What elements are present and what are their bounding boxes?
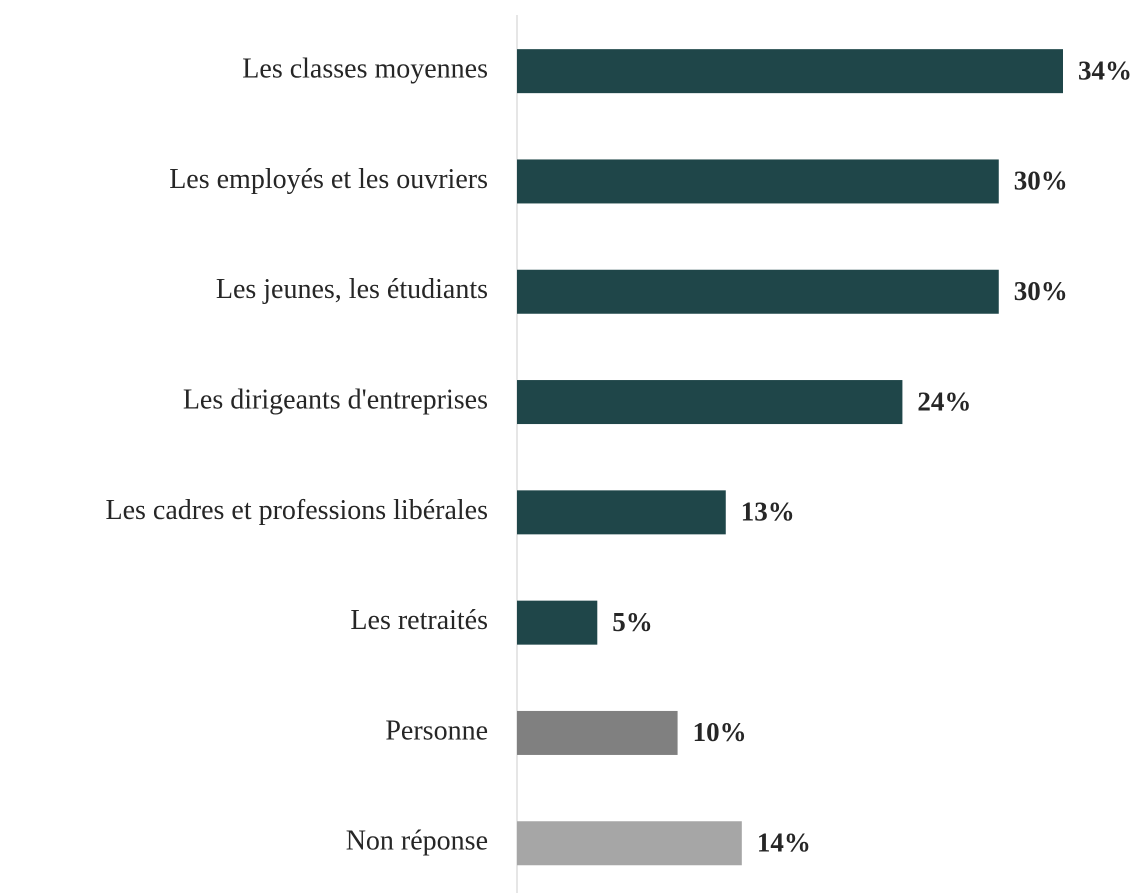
category-label: Les jeunes, les étudiants xyxy=(216,274,488,305)
category-label: Les classes moyennes xyxy=(242,54,488,85)
bar xyxy=(517,49,1063,94)
value-label: 34% xyxy=(1078,55,1132,85)
value-label: 14% xyxy=(757,827,811,857)
value-label: 5% xyxy=(612,607,653,637)
bar xyxy=(517,269,999,314)
value-label: 24% xyxy=(917,386,971,416)
bar xyxy=(517,710,678,755)
value-label: 30% xyxy=(1014,276,1068,306)
category-label: Les employés et les ouvriers xyxy=(169,164,488,195)
bar xyxy=(517,380,903,425)
category-label: Les retraités xyxy=(350,605,488,636)
category-label: Non réponse xyxy=(346,826,488,857)
category-label: Les dirigeants d'entreprises xyxy=(183,384,488,415)
category-label: Personne xyxy=(385,715,488,746)
bar xyxy=(517,490,726,535)
value-label: 13% xyxy=(741,497,795,527)
bar xyxy=(517,600,598,645)
category-label: Les cadres et professions libérales xyxy=(105,495,488,526)
bar xyxy=(517,821,742,866)
bar xyxy=(517,159,999,204)
value-label: 30% xyxy=(1014,166,1068,196)
value-label: 10% xyxy=(693,717,747,747)
